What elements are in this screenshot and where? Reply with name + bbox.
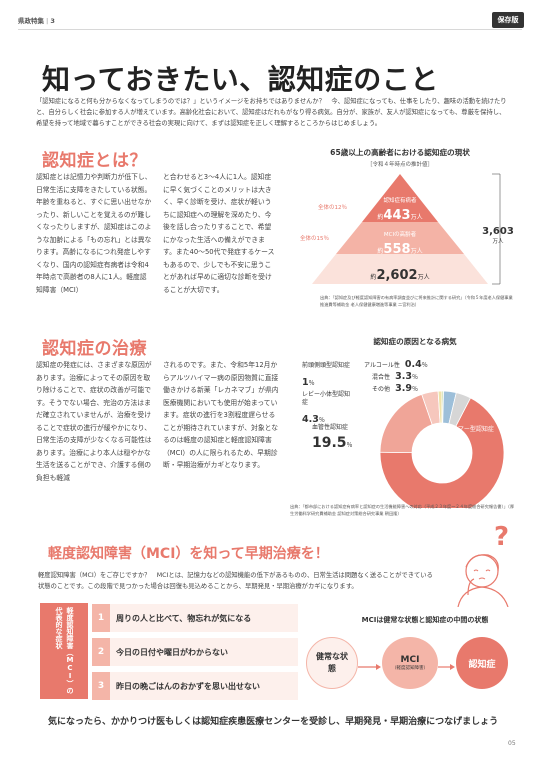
pie-title: 認知症の原因となる病気 — [373, 337, 457, 346]
pie-unit: ％ — [421, 362, 428, 369]
save-badge: 保存版 — [492, 12, 524, 28]
tier2-value: 558 — [383, 242, 411, 257]
pie-unit: ％ — [465, 444, 472, 451]
symptom-number: 2 — [92, 638, 110, 666]
state-healthy: 健常な状態 — [306, 637, 358, 689]
tier3-value: 2,602 — [376, 268, 418, 283]
intro-paragraph: 「認知症になると何も分からなくなってしまうのでは？」というイメージをお持ちではあ… — [36, 98, 507, 127]
symptom-number: 1 — [92, 604, 110, 632]
state-diagram-arrows — [358, 664, 455, 670]
tier1-pre: 約 — [377, 214, 384, 221]
pie-slice-6 — [448, 392, 472, 427]
pie-label-ftd: 前頭側頭型認知症 1％ — [302, 362, 362, 389]
pie-label-mixed-name: 混合性 — [372, 374, 391, 381]
worried-person-illustration — [457, 554, 509, 607]
pie-label-vascular-value: 19.5 — [312, 435, 347, 451]
pie-label-other: その他 3.9％ — [372, 376, 418, 395]
pct-dementia: 全体の12％ — [318, 205, 347, 211]
symptom-text: 昨日の晩ごはんのおかずを思い出せない — [116, 681, 260, 691]
tier3-unit: 万人 — [417, 274, 430, 281]
pie-label-mixed: 混合性 3.3％ — [372, 364, 418, 383]
symptom-text: 周りの人と比べて、物忘れが気になる — [116, 613, 252, 623]
pie-unit: ％ — [346, 442, 353, 449]
state-mci: MCI （軽度認知障害） — [382, 637, 438, 689]
section-header: 県政特集 | 3 — [18, 15, 55, 25]
treatment-heading: 認知症の治療 — [42, 339, 147, 359]
pct-mci: 全体の15％ — [300, 236, 329, 242]
section-label: 県政特集 — [18, 17, 44, 25]
pyramid-source: 出典：「認知症及び軽度認知障害の有病率調査並びに将来推計に関する研究」（令和５年… — [320, 295, 513, 307]
page-number: 05 — [508, 740, 516, 747]
pie-slice-0 — [379, 397, 505, 508]
pyramid-tier-healthy — [312, 254, 488, 284]
pie-label-alz-value: 67.6 — [428, 435, 466, 453]
pie-label-ftd-value: 1 — [302, 377, 309, 388]
pyramid-tier-mci — [336, 222, 464, 254]
mci-heading: 軽度認知障害（MCI）を知って早期治療を！ — [48, 546, 329, 562]
question-mark: ? — [494, 522, 510, 552]
state-dementia: 認知症 — [456, 637, 508, 689]
pie-label-lewy-value: 4.3 — [302, 414, 319, 425]
state-mci-label: MCI — [400, 655, 420, 665]
pie-label-lewy: レビー小体型認知症 4.3％ — [302, 391, 352, 426]
symptom-item-2: 2 今日の日付や曜日がわからない — [92, 638, 298, 666]
what-col2: と合わせると3〜4人に1人。認知症に早く気づくことのメリットは大きく、早く診断を… — [163, 173, 275, 294]
pie-label-alz-name: アルツハイマー型認知症 — [428, 426, 494, 433]
tier2-name: MCIの高齢者 — [383, 232, 417, 238]
pyramid-tier-dementia — [362, 174, 438, 222]
pie-label-lewy-name: レビー小体型認知症 — [302, 391, 351, 406]
header-divider: | — [46, 17, 49, 25]
state-diagram-title: MCIは健常な状態と認知症の中間の状態 — [361, 616, 489, 624]
pie-source: 出典：「都市部における認知症有病率と認知症の生活機能障害への対応（平成２３年度〜… — [290, 504, 515, 516]
footer-message: 気になったら、かかりつけ医もしくは認知症疾患医療センターを受診し、早期発見・早期… — [48, 717, 499, 727]
tier1-unit: 万人 — [410, 214, 423, 221]
pie-label-alcohol: アルコール性 0.4％ — [364, 352, 428, 371]
mci-text: 軽度認知障害（MCI）をご存じですか？ MCIとは、記憶力などの認知機能の低下が… — [38, 572, 433, 590]
pie-unit: ％ — [411, 386, 418, 393]
pie-label-other-name: その他 — [372, 386, 391, 393]
treatment-col1: 認知症の発症には、さまざまな原因があります。治療によってその原因を取り除けること… — [36, 361, 152, 482]
tier1-name: 認知症有病者 — [383, 198, 417, 204]
page-title: 知っておきたい、認知症のこと — [42, 63, 439, 96]
header-rule — [18, 29, 522, 30]
tier2-unit: 万人 — [410, 248, 423, 255]
tier3-label: 約2,602万人 — [356, 264, 444, 283]
pie-label-vascular: 血管性認知症 19.5％ — [312, 424, 362, 451]
pyramid-subtitle: ［令和４年時点の推計値］ — [366, 162, 433, 168]
pyramid-title: 65歳以上の高齢者における認知症の現状 — [330, 148, 470, 157]
what-col1: 認知症とは記憶力や判断力が低下し、日常生活に支障をきたしている状態。年齢を重ねる… — [36, 173, 152, 294]
pyramid-total: 3,603 万人 — [478, 226, 518, 245]
pie-unit: ％ — [308, 380, 315, 387]
pie-unit: ％ — [411, 374, 418, 381]
pie-label-vascular-name: 血管性認知症 — [312, 424, 349, 431]
pyramid-graphic — [312, 173, 501, 285]
pie-label-ftd-name: 前頭側頭型認知症 — [302, 362, 351, 369]
symptom-item-3: 3 昨日の晩ごはんのおかずを思い出せない — [92, 672, 298, 700]
symptom-text: 今日の日付や曜日がわからない — [116, 647, 228, 657]
tier2-label: MCIの高齢者 約558万人 — [362, 230, 438, 257]
pie-label-alcohol-name: アルコール性 — [364, 362, 400, 369]
pie-label-mixed-value: 3.3 — [395, 371, 412, 382]
mci-symptoms-label: 軽度認知障害（MCI）の代表的な症状 — [40, 603, 88, 699]
what-heading: 認知症とは？ — [42, 151, 147, 171]
pie-unit: ％ — [318, 417, 325, 424]
total-value: 3,603 — [482, 226, 514, 237]
section-number: 3 — [50, 17, 55, 25]
treatment-col2: されるのです。また、令和5年12月からアルツハイマー病の原因物質に直接働きかける… — [163, 361, 279, 469]
tier3-pre: 約 — [370, 274, 377, 281]
tier1-value: 443 — [383, 208, 411, 223]
pie-label-alz: アルツハイマー型認知症 67.6％ — [428, 426, 498, 453]
symptom-number: 3 — [92, 672, 110, 700]
pie-label-alcohol-value: 0.4 — [404, 359, 422, 370]
symptom-item-1: 1 周りの人と比べて、物忘れが気になる — [92, 604, 298, 632]
total-unit: 万人 — [492, 239, 504, 245]
tier2-pre: 約 — [377, 248, 384, 255]
tier1-label: 認知症有病者 約443万人 — [368, 196, 432, 223]
pie-label-other-value: 3.9 — [395, 383, 412, 394]
state-mci-sub: （軽度認知障害） — [392, 666, 428, 671]
pie-chart — [379, 390, 505, 508]
